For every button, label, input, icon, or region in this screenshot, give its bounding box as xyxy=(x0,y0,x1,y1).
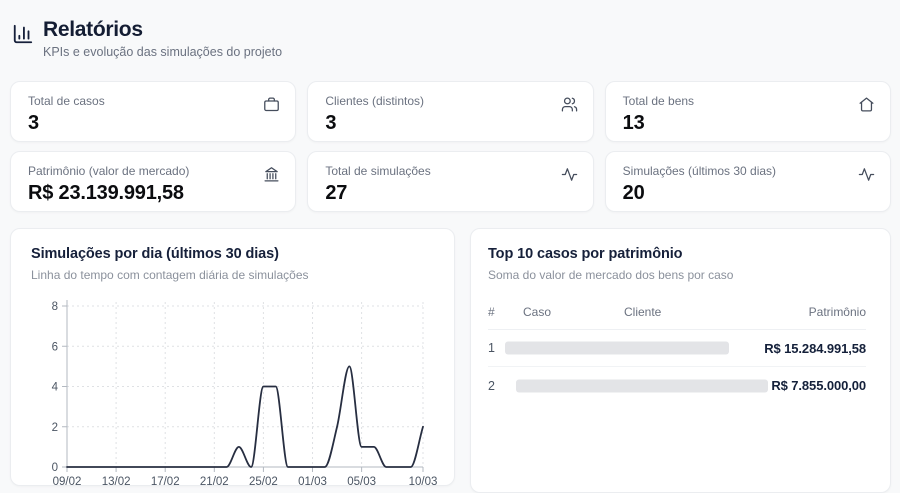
table-title: Top 10 casos por patrimônio xyxy=(488,246,683,262)
svg-text:6: 6 xyxy=(52,341,58,353)
briefcase-icon xyxy=(263,96,280,113)
kpi-label: Total de bens xyxy=(622,94,695,108)
top-cases-panel: Top 10 casos por patrimônio Soma do valo… xyxy=(470,228,891,493)
kpi-card-total-bens: Total de bens 13 xyxy=(604,81,891,142)
kpi-value: R$ 23.139.991,58 xyxy=(28,182,184,204)
kpi-card-total-casos: Total de casos 3 xyxy=(10,81,297,142)
kpi-value: 13 xyxy=(622,112,645,134)
svg-text:13/02: 13/02 xyxy=(102,476,131,486)
home-icon xyxy=(858,96,875,113)
column-header-rank: # xyxy=(488,305,495,319)
bar-chart-icon xyxy=(12,23,34,45)
top-cases-table: # Caso Cliente Patrimônio 1 R$ 15.284.99… xyxy=(488,301,866,404)
svg-text:09/02: 09/02 xyxy=(53,476,82,486)
table-subtitle: Soma do valor de mercado dos bens por ca… xyxy=(488,268,734,282)
svg-text:10/03: 10/03 xyxy=(409,476,438,486)
page-subtitle: KPIs e evolução das simulações do projet… xyxy=(43,45,283,59)
redacted-caso-cliente xyxy=(505,341,729,355)
kpi-card-simulacoes-30-dias: Simulações (últimos 30 dias) 20 xyxy=(604,151,891,212)
svg-text:01/03: 01/03 xyxy=(298,476,327,486)
users-icon xyxy=(561,96,578,113)
svg-text:0: 0 xyxy=(52,462,58,474)
row-patrimonio: R$ 15.284.991,58 xyxy=(764,340,866,356)
kpi-label: Clientes (distintos) xyxy=(325,94,425,108)
row-patrimonio: R$ 7.855.000,00 xyxy=(771,378,866,393)
kpi-label: Patrimônio (valor de mercado) xyxy=(28,164,190,178)
kpi-label: Total de simulações xyxy=(325,164,431,178)
kpi-value: 3 xyxy=(325,112,337,134)
svg-text:25/02: 25/02 xyxy=(249,476,278,486)
svg-text:05/03: 05/03 xyxy=(347,476,376,486)
column-header-caso: Caso xyxy=(523,305,552,319)
kpi-label: Total de casos xyxy=(28,94,105,108)
simulations-chart-panel: Simulações por dia (últimos 30 dias) Lin… xyxy=(10,228,455,486)
simulations-line-chart: 0 2 4 6 8 09/02 13/02 17/02 21/02 25/02 01/03 05/03… xyxy=(52,300,438,486)
kpi-card-total-simulacoes: Total de simulações 27 xyxy=(307,151,594,212)
landmark-icon xyxy=(263,166,280,183)
redacted-caso-cliente xyxy=(516,379,768,392)
kpi-card-clientes: Clientes (distintos) 3 xyxy=(307,81,594,142)
chart-title: Simulações por dia (últimos 30 dias) xyxy=(31,246,279,262)
kpi-value: 20 xyxy=(622,182,645,204)
kpi-value: 3 xyxy=(28,112,39,134)
svg-text:4: 4 xyxy=(52,382,59,394)
table-row: 1 R$ 15.284.991,58 xyxy=(488,330,866,367)
kpi-value: 27 xyxy=(325,182,348,204)
table-row: 2 R$ 7.855.000,00 xyxy=(488,367,866,404)
column-header-patrimonio: Patrimônio xyxy=(808,305,866,319)
activity-icon xyxy=(858,166,875,183)
svg-text:2: 2 xyxy=(52,422,58,434)
svg-text:17/02: 17/02 xyxy=(151,476,180,486)
page-header-text: Relatórios KPIs e evolução das simulaçõe… xyxy=(43,18,282,59)
table-header-row: # Caso Cliente Patrimônio xyxy=(488,301,866,330)
svg-text:8: 8 xyxy=(52,301,58,313)
row-rank: 2 xyxy=(488,378,495,393)
activity-icon xyxy=(561,166,578,183)
svg-text:21/02: 21/02 xyxy=(200,476,229,486)
kpi-card-patrimonio: Patrimônio (valor de mercado) R$ 23.139.… xyxy=(10,151,297,212)
kpi-grid: Total de casos 3 Clientes (distintos) 3 … xyxy=(10,81,891,212)
column-header-cliente: Cliente xyxy=(624,305,662,319)
page-title: Relatórios xyxy=(43,18,143,41)
bottom-panels: Simulações por dia (últimos 30 dias) Lin… xyxy=(10,228,891,493)
chart-subtitle: Linha do tempo com contagem diária de si… xyxy=(31,268,309,282)
page-header: Relatórios KPIs e evolução das simulaçõe… xyxy=(10,18,891,59)
row-rank: 1 xyxy=(488,341,495,355)
kpi-label: Simulações (últimos 30 dias) xyxy=(622,164,777,178)
